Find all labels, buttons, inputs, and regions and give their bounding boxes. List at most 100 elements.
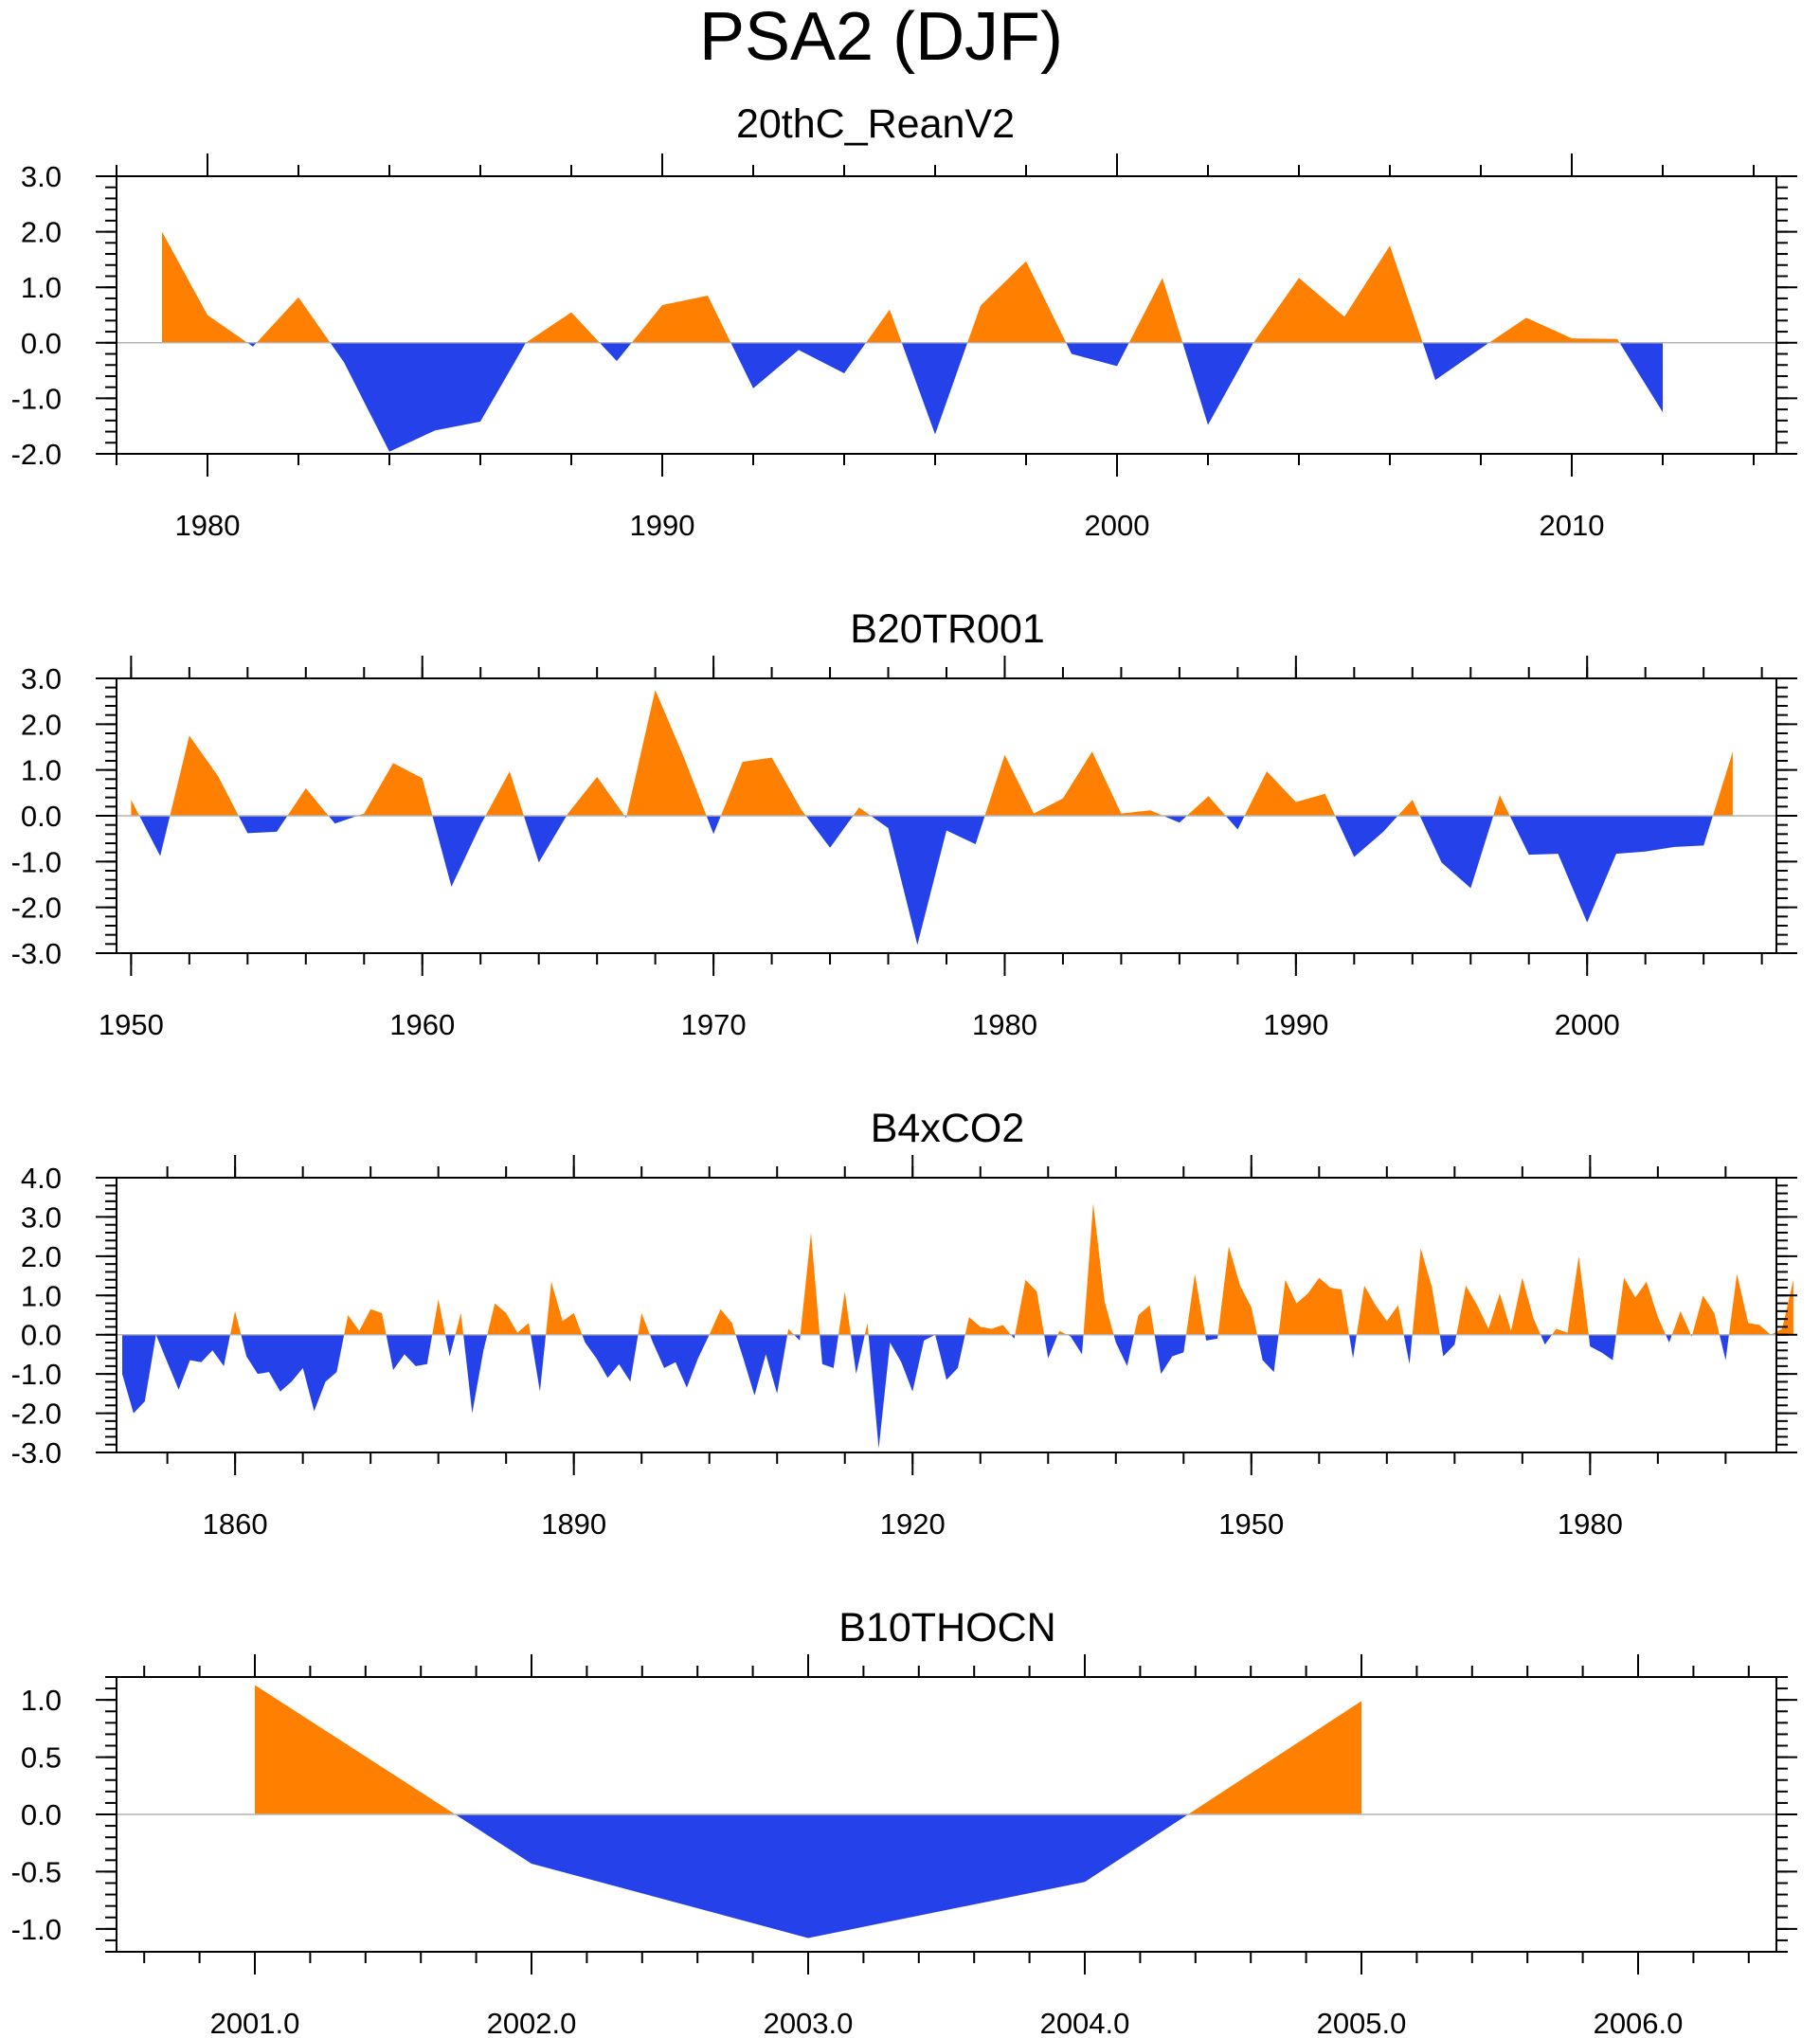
positive-area-14 xyxy=(1253,245,1423,343)
y-tick-label: -2.0 xyxy=(11,892,62,925)
positive-area-24 xyxy=(1397,800,1420,816)
panel-title-b4xco2: B4xCO2 xyxy=(871,1106,1025,1151)
positive-area-39 xyxy=(1186,1273,1206,1335)
negative-area-23 xyxy=(1335,816,1398,857)
negative-area-14 xyxy=(582,1334,639,1382)
positive-area-6 xyxy=(631,296,731,343)
negative-area-40 xyxy=(1205,1334,1218,1341)
y-tick-label: 0.0 xyxy=(21,800,62,833)
negative-area-12 xyxy=(531,1334,547,1392)
panel-b20tr001: B20TR001 3.0 2.0 1.0 0.0 -1.0 -2.0 -3.0 1950 196… xyxy=(11,606,1797,1041)
negative-area-32 xyxy=(1044,1334,1058,1359)
y-tick-label: 0.5 xyxy=(21,1741,62,1775)
positive-area-10 xyxy=(567,776,625,816)
positive-area-13 xyxy=(546,1281,583,1335)
positive-area-4 xyxy=(287,788,329,816)
positive-area-20 xyxy=(1186,796,1226,816)
positive-area-0 xyxy=(255,1685,456,1814)
positive-area-41 xyxy=(1217,1246,1257,1335)
y-tick-label: 1.0 xyxy=(21,754,62,787)
y-tick-label: -1.0 xyxy=(11,1358,62,1391)
y-tick-label: -1.0 xyxy=(11,382,62,415)
negative-area-30 xyxy=(1011,1334,1016,1339)
panel-20thc-reanv2: 20thC_ReanV2 3.0 2.0 1.0 0.0 -1.0 -2.0 1980 199… xyxy=(11,101,1797,542)
positive-area-22 xyxy=(1244,771,1336,816)
panel-b4xco2: B4xCO2 4.0 3.0 2.0 1.0 0.0 -1.0 -2.0 -3.0 1860 18… xyxy=(11,1106,1797,1541)
y-tick-label: 1.0 xyxy=(21,1684,62,1717)
positive-area-26 xyxy=(1493,795,1510,816)
plot-area-b10thocn: 1.0 0.5 0.0 -0.5 -1.0 2001.0 2002.0 2003.0 2004.… xyxy=(11,1654,1797,2038)
positive-area-21 xyxy=(800,1233,820,1335)
positive-area-2 xyxy=(1188,1701,1361,1814)
negative-area-38 xyxy=(1154,1334,1186,1375)
positive-area-6 xyxy=(357,763,433,816)
positive-area-29 xyxy=(964,1317,1012,1335)
negative-area-7 xyxy=(730,342,866,388)
negative-area-58 xyxy=(1719,1334,1729,1361)
negative-area-9 xyxy=(523,816,567,863)
negative-area-16 xyxy=(649,1334,710,1388)
negative-area-13 xyxy=(1182,342,1253,425)
positive-area-8 xyxy=(866,309,902,343)
negative-area-25 xyxy=(1419,816,1494,889)
negative-area-36 xyxy=(1113,1334,1134,1366)
x-tick-label: 1990 xyxy=(630,509,695,542)
plot-area-b20tr001: 3.0 2.0 1.0 0.0 -1.0 -2.0 -3.0 1950 1960 1970 1980… xyxy=(11,656,1797,1041)
y-tick-label: -1.0 xyxy=(11,1913,62,1946)
y-tick-label: -3.0 xyxy=(11,1436,62,1470)
negative-area-4 xyxy=(241,1334,345,1412)
positive-area-18 xyxy=(984,751,1163,816)
positive-area-10 xyxy=(967,261,1067,343)
negative-area-17 xyxy=(1619,342,1663,413)
plot-frame xyxy=(116,175,1777,455)
positive-area-57 xyxy=(1692,1295,1720,1335)
negative-area-5 xyxy=(600,342,632,362)
positive-area-9 xyxy=(455,1312,464,1335)
y-tick-label: 2.0 xyxy=(21,216,62,249)
positive-area-35 xyxy=(1083,1202,1114,1335)
negative-area-34 xyxy=(1067,1334,1084,1355)
negative-area-3 xyxy=(330,342,526,452)
negative-area-2 xyxy=(155,1334,230,1390)
y-tick-label: 3.0 xyxy=(21,662,62,695)
negative-area-42 xyxy=(1257,1334,1279,1373)
y-tick-label: 4.0 xyxy=(21,1162,62,1195)
positive-area-55 xyxy=(1671,1310,1691,1335)
x-tick-label: 1950 xyxy=(1218,1507,1284,1541)
panel-title-b10thocn: B10THOCN xyxy=(838,1605,1055,1650)
negative-area-10 xyxy=(463,1334,488,1414)
negative-area-11 xyxy=(1066,342,1129,367)
y-tick-label: 0.0 xyxy=(21,1798,62,1831)
positive-area-31 xyxy=(1015,1279,1045,1335)
y-tick-label: 2.0 xyxy=(21,708,62,741)
positive-area-11 xyxy=(487,1303,532,1335)
negative-area-5 xyxy=(328,816,358,824)
x-tick-label: 2002.0 xyxy=(487,2007,577,2038)
x-tick-label: 2003.0 xyxy=(764,2007,854,2038)
positive-area-12 xyxy=(1128,278,1183,343)
positive-area-45 xyxy=(1356,1285,1404,1335)
negative-area-28 xyxy=(935,1334,965,1380)
y-tick-label: 3.0 xyxy=(21,160,62,193)
panel-title-b20tr001: B20TR001 xyxy=(850,606,1045,652)
negative-area-0 xyxy=(122,1334,156,1414)
y-tick-label: 3.0 xyxy=(21,1200,62,1234)
x-tick-label: 1960 xyxy=(389,1008,455,1041)
x-tick-label: 2001.0 xyxy=(210,2007,300,2038)
positive-area-8 xyxy=(485,771,524,816)
x-tick-label: 2000 xyxy=(1555,1008,1620,1041)
negative-area-13 xyxy=(706,816,721,835)
negative-area-1 xyxy=(455,1814,1188,1939)
plot-area-20thc-reanv2: 3.0 2.0 1.0 0.0 -1.0 -2.0 1980 1990 2000 2010 xyxy=(11,153,1797,542)
positive-area-23 xyxy=(838,1291,851,1335)
positive-area-5 xyxy=(344,1308,387,1335)
y-tick-label: 0.0 xyxy=(21,1319,62,1352)
negative-area-20 xyxy=(794,1334,801,1341)
y-tick-label: -3.0 xyxy=(11,937,62,970)
positive-area-17 xyxy=(709,1308,736,1335)
negative-area-9 xyxy=(901,342,968,435)
negative-area-21 xyxy=(1225,816,1245,830)
positive-area-0 xyxy=(162,231,248,343)
figure-title: PSA2 (DJF) xyxy=(699,0,1063,75)
